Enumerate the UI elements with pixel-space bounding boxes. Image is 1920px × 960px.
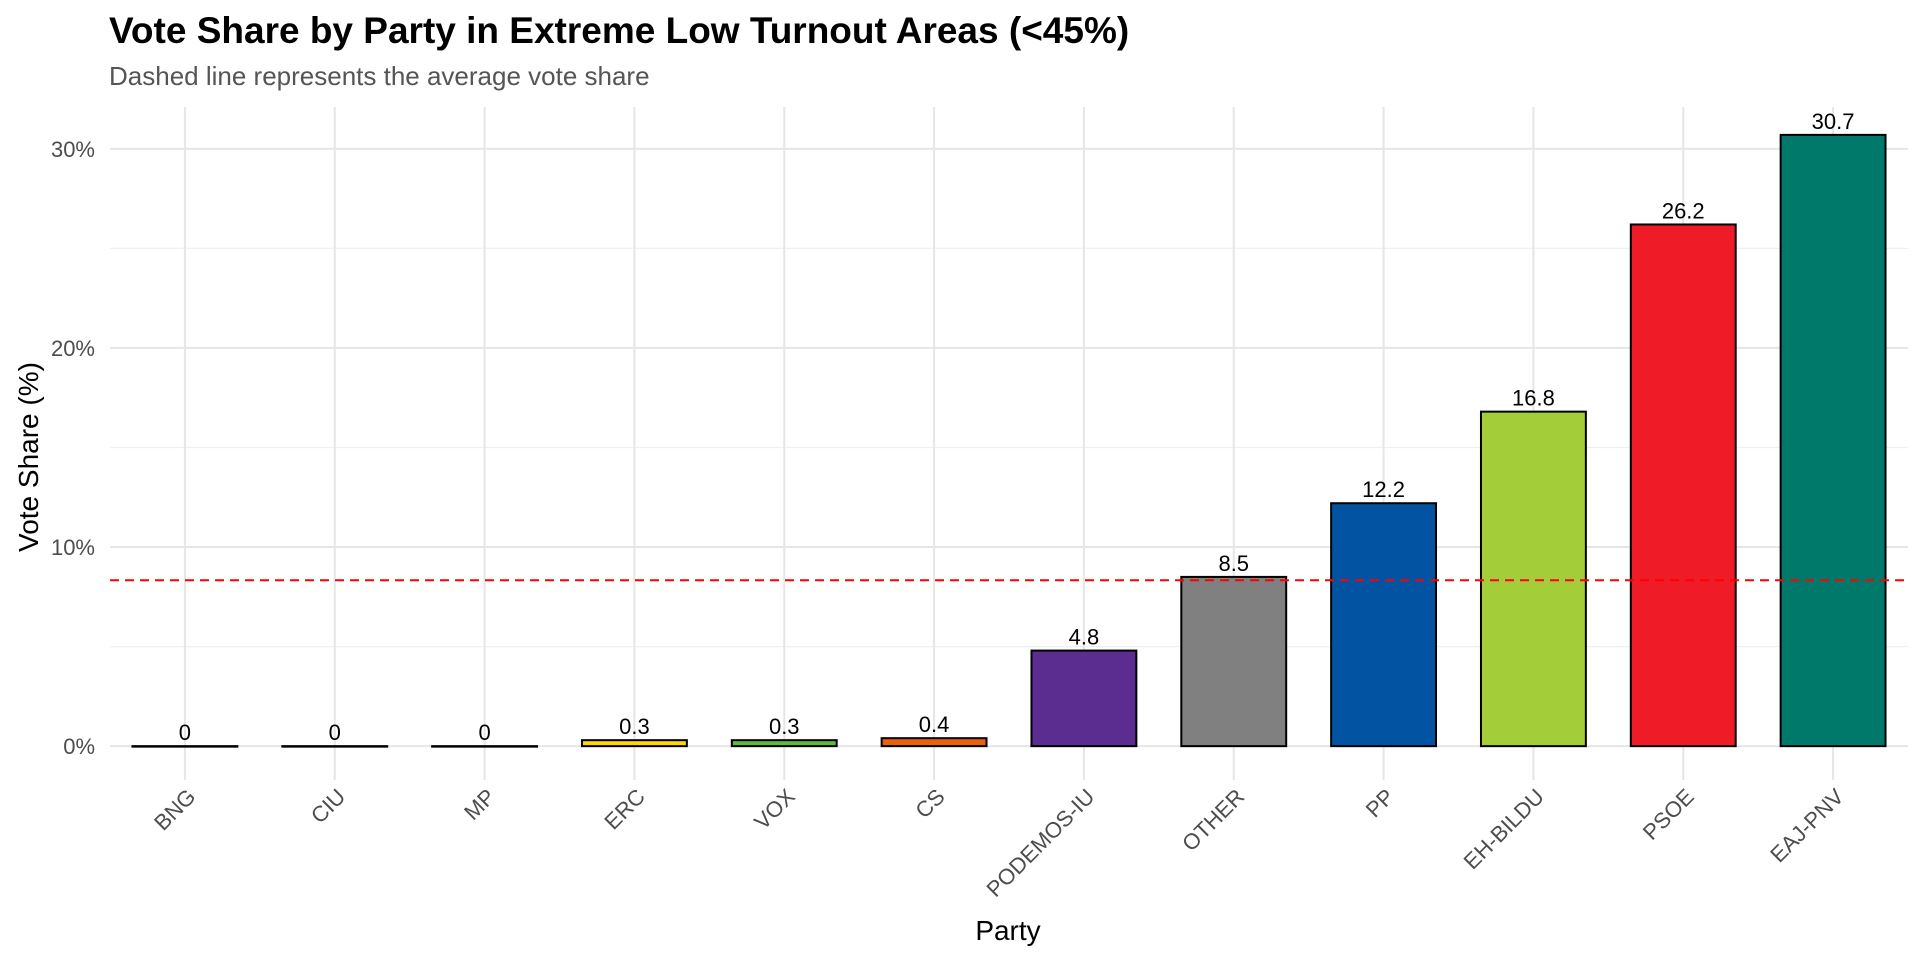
data-label-erc: 0.3 <box>619 714 650 739</box>
x-tick-label-podemos-iu: PODEMOS-IU <box>982 784 1100 902</box>
data-label-psoe: 26.2 <box>1662 198 1705 223</box>
x-tick-label-eh-bildu: EH-BILDU <box>1459 784 1549 874</box>
x-tick-label-cs: CS <box>910 784 949 823</box>
data-label-eh-bildu: 16.8 <box>1512 386 1555 411</box>
data-label-cs: 0.4 <box>919 712 950 737</box>
y-tick-label: 30% <box>51 137 95 162</box>
y-tick-label: 20% <box>51 336 95 361</box>
x-tick-label-erc: ERC <box>599 784 650 835</box>
data-labels: 0 0 0 0.3 0.3 0.4 4.8 8.5 12.2 16.8 26.2 30.7 <box>179 109 1855 745</box>
data-label-vox: 0.3 <box>769 714 800 739</box>
data-label-pp: 12.2 <box>1362 477 1405 502</box>
bar-eh-bildu <box>1479 410 1587 748</box>
bar-pp <box>1330 502 1438 748</box>
data-label-other: 8.5 <box>1218 551 1249 576</box>
bar-psoe <box>1629 223 1737 748</box>
y-axis-ticks: 0% 10% 20% 30% <box>51 137 95 759</box>
data-label-eaj-pnv: 30.7 <box>1812 109 1855 134</box>
bar-mp <box>431 745 539 748</box>
data-label-ciu: 0 <box>329 720 341 745</box>
x-tick-label-ciu: CIU <box>306 784 350 828</box>
bar-vox <box>730 739 838 748</box>
bar-erc <box>580 739 688 748</box>
x-tick-label-mp: MP <box>459 784 500 825</box>
y-tick-label: 0% <box>63 734 95 759</box>
y-tick-label: 10% <box>51 535 95 560</box>
bar-cs <box>880 737 988 748</box>
x-tick-label-pp: PP <box>1361 784 1399 822</box>
x-axis-ticks: BNG CIU MP ERC VOX CS PODEMOS-IU OTHER PP EH-BILD… <box>149 784 1849 902</box>
bar-other <box>1180 575 1288 748</box>
bar-ciu <box>281 745 389 748</box>
bar-bng <box>131 745 239 748</box>
x-tick-label-eaj-pnv: EAJ-PNV <box>1765 784 1849 868</box>
data-label-podemos-iu: 4.8 <box>1069 625 1100 650</box>
x-tick-label-other: OTHER <box>1177 784 1249 856</box>
bar-podemos-iu <box>1030 649 1138 748</box>
bars <box>131 133 1887 748</box>
chart-subtitle: Dashed line represents the average vote … <box>109 61 650 91</box>
bar-eaj-pnv <box>1779 133 1887 748</box>
x-tick-label-psoe: PSOE <box>1638 784 1699 845</box>
y-axis-title: Vote Share (%) <box>13 362 44 552</box>
x-tick-label-vox: VOX <box>749 784 800 835</box>
chart-title: Vote Share by Party in Extreme Low Turno… <box>109 10 1130 51</box>
data-label-bng: 0 <box>179 720 191 745</box>
x-tick-label-bng: BNG <box>149 784 200 835</box>
x-axis-title: Party <box>975 915 1040 946</box>
data-label-mp: 0 <box>478 720 490 745</box>
